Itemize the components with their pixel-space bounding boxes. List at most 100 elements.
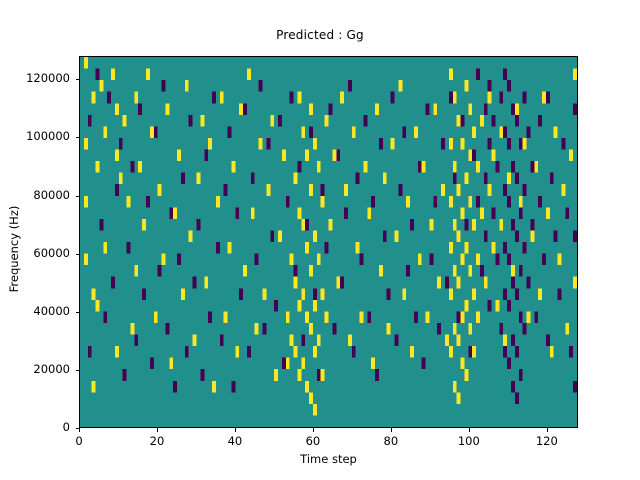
heatmap-cell-high xyxy=(398,80,403,92)
heatmap-cell-low xyxy=(177,253,181,266)
heatmap-cell-low xyxy=(246,346,251,358)
heatmap-cell-low xyxy=(468,346,473,358)
heatmap-cell-low xyxy=(363,114,368,127)
heatmap-cell-high xyxy=(235,346,240,358)
heatmap-cell-high xyxy=(114,149,119,162)
heatmap-cell-low xyxy=(382,230,387,242)
heatmap-cell-high xyxy=(452,322,457,335)
heatmap-cell-high xyxy=(316,253,321,266)
heatmap-cell-high xyxy=(452,91,457,104)
heatmap-cell-low xyxy=(522,91,527,104)
heatmap-cell-high xyxy=(483,276,488,289)
heatmap-cell-high xyxy=(367,207,372,219)
heatmap-cell-low xyxy=(200,369,205,381)
heatmap-cell-high xyxy=(355,242,360,254)
heatmap-cell-high xyxy=(254,322,259,335)
heatmap-cell-high xyxy=(472,346,477,358)
y-tick-label: 40000 xyxy=(33,303,70,318)
heatmap-cell-low xyxy=(375,369,379,381)
heatmap-cell-high xyxy=(177,149,181,162)
heatmap-cell-high xyxy=(114,346,119,358)
heatmap-cell-high xyxy=(91,288,96,300)
heatmap-cell-low xyxy=(495,161,500,173)
heatmap-cell-high xyxy=(305,149,310,162)
heatmap-cell-high xyxy=(468,149,473,162)
heatmap-cell-high xyxy=(312,299,317,312)
heatmap-cell-low xyxy=(149,357,154,370)
heatmap-cell-high xyxy=(472,126,477,138)
heatmap-cell-high xyxy=(444,334,449,347)
heatmap-cell-high xyxy=(165,103,170,115)
heatmap-cell-high xyxy=(340,91,345,104)
heatmap-cell-high xyxy=(134,91,139,104)
heatmap-cell-high xyxy=(103,242,108,254)
heatmap-cell-low xyxy=(289,91,294,104)
heatmap-cell-high xyxy=(514,103,519,115)
heatmap-cell-high xyxy=(103,126,108,138)
y-tick-label: 80000 xyxy=(33,187,70,202)
heatmap-cell-high xyxy=(305,242,310,254)
heatmap-cell-low xyxy=(180,172,185,185)
heatmap-cell-low xyxy=(530,218,535,231)
heatmap-cell-high xyxy=(460,207,465,219)
heatmap-cell-high xyxy=(561,184,566,196)
heatmap-cell-high xyxy=(309,322,313,335)
heatmap-cell-high xyxy=(320,288,325,300)
x-tick-mark xyxy=(312,428,314,432)
heatmap-cell-low xyxy=(510,334,515,347)
heatmap-cell-high xyxy=(262,288,267,300)
heatmap-cell-low xyxy=(518,311,523,323)
heatmap-cell-high xyxy=(464,80,469,92)
heatmap-cell-low xyxy=(476,195,480,208)
heatmap-cell-low xyxy=(526,276,531,289)
heatmap-cell-high xyxy=(309,103,313,115)
heatmap-cell-low xyxy=(355,172,360,185)
heatmap-cell-low xyxy=(514,114,519,127)
heatmap-cell-low xyxy=(196,218,201,231)
heatmap-cell-high xyxy=(448,137,453,150)
heatmap-cell-high xyxy=(91,380,96,393)
heatmap-cell-high xyxy=(309,265,313,277)
heatmap-cell-low xyxy=(215,242,220,254)
heatmap-cell-high xyxy=(246,68,251,81)
heatmap-cell-low xyxy=(316,369,321,381)
heatmap-cell-low xyxy=(184,346,189,358)
heatmap-cell-high xyxy=(83,57,88,69)
heatmap-cell-low xyxy=(491,207,496,219)
heatmap-cell-high xyxy=(499,126,504,138)
heatmap-cell-high xyxy=(328,218,333,231)
heatmap-cell-low xyxy=(130,161,135,173)
heatmap-cell-low xyxy=(103,311,108,323)
heatmap-cell-low xyxy=(518,207,523,219)
heatmap-cell-high xyxy=(476,161,480,173)
heatmap-cell-low xyxy=(499,91,504,104)
heatmap-cell-high xyxy=(274,369,279,381)
heatmap-cell-high xyxy=(285,357,290,370)
heatmap-cell-high xyxy=(487,91,492,104)
heatmap-cell-high xyxy=(468,265,473,277)
heatmap-cell-low xyxy=(472,149,477,162)
heatmap-cell-high xyxy=(542,91,546,104)
heatmap-cell-low xyxy=(433,195,438,208)
heatmap-cell-low xyxy=(312,288,317,300)
heatmap-cell-high xyxy=(390,137,395,150)
heatmap-cell-high xyxy=(448,242,453,254)
heatmap-cell-high xyxy=(309,184,313,196)
heatmap-cell-low xyxy=(557,288,562,300)
x-tick-label: 80 xyxy=(383,434,399,448)
heatmap-cell-low xyxy=(309,126,313,138)
heatmap-cell-low xyxy=(134,334,139,347)
heatmap-cell-high xyxy=(305,311,310,323)
heatmap-cell-low xyxy=(460,114,465,127)
heatmap-cell-low xyxy=(394,334,399,347)
heatmap-cell-low xyxy=(503,126,508,138)
heatmap-cell-high xyxy=(83,137,88,150)
heatmap-cell-high xyxy=(297,91,302,104)
heatmap-cell-high xyxy=(169,357,174,370)
heatmap-cell-high xyxy=(118,172,123,185)
heatmap-cell-high xyxy=(215,195,220,208)
heatmap-cell-high xyxy=(510,265,515,277)
heatmap-cell-high xyxy=(452,265,457,277)
heatmap-cell-low xyxy=(281,357,286,370)
heatmap-cell-high xyxy=(83,253,88,266)
